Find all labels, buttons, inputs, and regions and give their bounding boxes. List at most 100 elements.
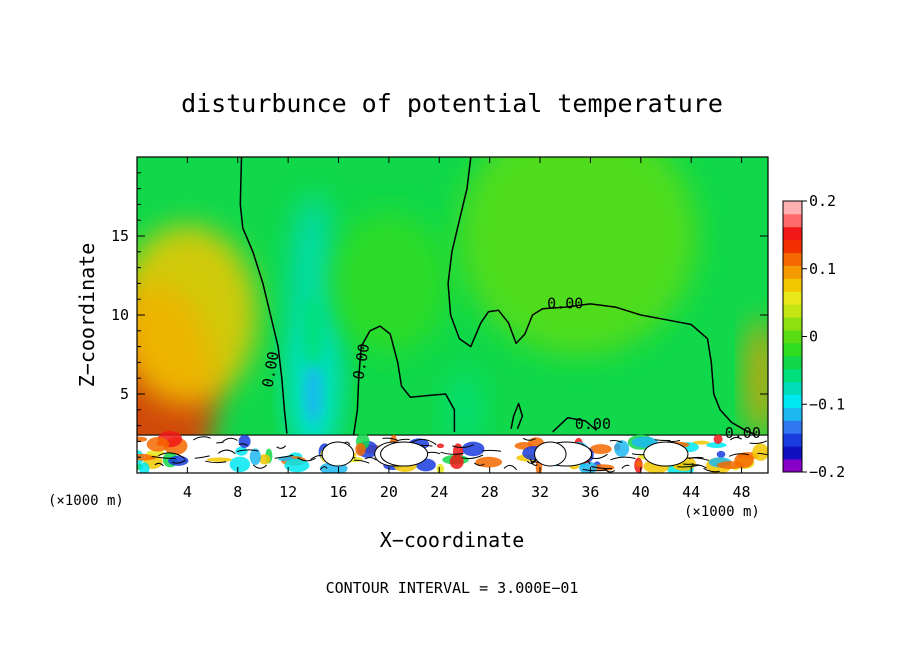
colorbar-tick-label: −0.2 [809, 463, 845, 481]
surface-cell [168, 455, 189, 466]
x-axis-label: X−coordinate [380, 528, 525, 552]
colorbar-bin [783, 213, 802, 228]
contour-labels: 0.00 0.00 0.00 0.00 0.00 [259, 295, 761, 443]
contour-line [552, 416, 598, 433]
colorbar-bin [783, 394, 802, 408]
surface-cell [258, 454, 271, 465]
surface-cell [692, 440, 710, 445]
surface-cell [284, 458, 310, 473]
surface-contour [217, 449, 236, 455]
surface-contour [440, 451, 464, 455]
colorbar-bin [783, 420, 802, 434]
x-tick-label: 12 [279, 483, 297, 501]
surface-contour [158, 452, 185, 459]
x-tick-label: 32 [531, 483, 549, 501]
contour-label: 0.00 [575, 415, 611, 433]
surface-contour [396, 438, 410, 442]
surface-contour [610, 456, 636, 461]
surface-cell [229, 456, 251, 473]
surface-cell [139, 462, 150, 473]
surface-cell [713, 434, 723, 444]
x-tick-label: 16 [329, 483, 347, 501]
surface-cell [355, 442, 366, 456]
surface-contour [382, 437, 398, 441]
colorbar-bin [783, 407, 802, 421]
surface-contour [461, 454, 484, 459]
colorbar-bin [783, 317, 802, 331]
colorbar-tick-label: 0.2 [809, 192, 836, 210]
surface-contour [522, 437, 536, 441]
y-tick-label: 10 [111, 306, 129, 324]
surface-cell [589, 444, 612, 455]
surface-cell [461, 441, 485, 457]
surface-contour [452, 444, 475, 449]
x-axis: 4 8 12 16 20 24 28 32 36 40 44 48 [183, 157, 751, 501]
colorbar-bin [783, 433, 802, 447]
surface-contour [238, 443, 248, 446]
surface-contour [473, 462, 485, 466]
field-sample [746, 318, 768, 439]
colorbar-bin [783, 342, 802, 357]
surface-contour [297, 457, 316, 462]
surface-cell [449, 454, 464, 469]
surface-contour [205, 460, 227, 464]
colorbar-bin [783, 330, 802, 344]
surface-contour [252, 464, 268, 469]
x-tick-label: 44 [682, 483, 700, 501]
surface-contour [151, 456, 176, 460]
surface-contour [654, 439, 671, 442]
y-axis: 5 10 15 [111, 172, 768, 458]
surface-cell [146, 436, 170, 452]
surface-cell [716, 450, 726, 458]
surface-cell [635, 460, 643, 468]
x-tick-label: 40 [632, 483, 650, 501]
surface-contour [276, 445, 287, 449]
zero-contours [239, 157, 768, 438]
surface-cell [235, 446, 248, 456]
surface-contour [364, 456, 377, 461]
surface-contour [503, 464, 518, 471]
surface-contour [749, 440, 768, 445]
colorbar-bin [783, 278, 802, 292]
x-tick-label: 48 [733, 483, 751, 501]
field-shading [137, 157, 768, 473]
surface-contour [411, 438, 437, 446]
x-unit-label-right: (×1000 m) [684, 504, 760, 520]
contour-line [352, 325, 456, 436]
surface-cell [534, 441, 567, 467]
field-sample [302, 295, 325, 366]
surface-cell [137, 436, 148, 442]
contour-label: 0.00 [259, 350, 283, 389]
field-sample [457, 157, 698, 356]
surface-contour [691, 464, 707, 469]
surface-contour [621, 464, 630, 469]
plot-area: 0.00 0.000.000.000.00 4 8 12 16 20 24 28 32 36 40 4… [111, 156, 769, 501]
surface-cell [380, 441, 429, 467]
colorbar-tick-label: −0.1 [809, 395, 845, 413]
surface-contour [677, 464, 700, 468]
contour-label: 0.00 [547, 295, 583, 313]
colorbar-bin [783, 265, 802, 279]
field-sample [328, 213, 449, 354]
x-tick-label: 8 [233, 483, 242, 501]
colorbar: 0.2 0.1 0 −0.1 −0.2 [782, 192, 845, 481]
contour-label: 0.00 [349, 342, 373, 381]
chart-title: disturbunce of potential temperature [181, 89, 723, 118]
contour-line [239, 157, 288, 434]
surface-cell [436, 463, 445, 473]
surface-contour [154, 462, 164, 467]
x-tick-label: 24 [430, 483, 448, 501]
surface-contour [274, 454, 294, 459]
x-tick-label: 4 [183, 483, 192, 501]
colorbar-bin [783, 201, 802, 215]
surface-contour [603, 467, 616, 473]
surface-contour [319, 466, 328, 471]
surface-cell [591, 464, 615, 472]
surface-cell [206, 457, 233, 462]
x-tick-label: 36 [581, 483, 599, 501]
surface-contour [526, 458, 538, 464]
field-sample [305, 364, 322, 424]
surface-contour [703, 467, 720, 473]
colorbar-bin [783, 368, 802, 383]
